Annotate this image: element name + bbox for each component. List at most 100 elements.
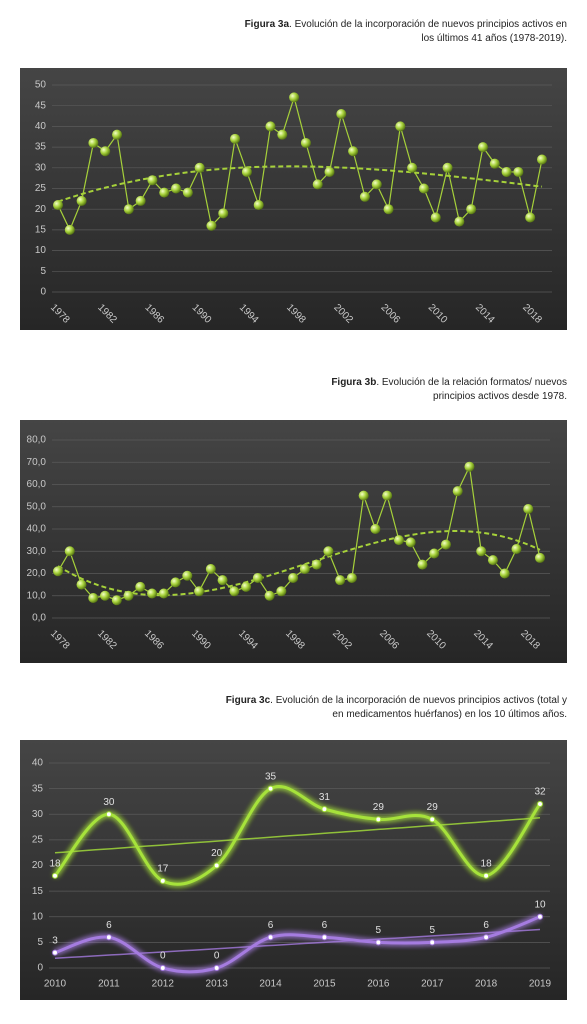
data-point bbox=[335, 575, 346, 586]
data-point bbox=[52, 872, 58, 879]
data-label: 31 bbox=[319, 792, 331, 803]
y-tick-label: 50 bbox=[35, 80, 47, 91]
data-point bbox=[359, 191, 370, 202]
data-label: 32 bbox=[534, 787, 546, 798]
data-point bbox=[288, 572, 299, 583]
data-point bbox=[64, 224, 75, 235]
data-point bbox=[429, 548, 440, 559]
data-point bbox=[393, 535, 404, 546]
data-point bbox=[213, 862, 220, 869]
data-point bbox=[417, 559, 428, 570]
y-tick-label: 15 bbox=[35, 225, 47, 236]
data-point bbox=[182, 187, 193, 198]
data-label: 5 bbox=[376, 925, 382, 936]
data-label: 35 bbox=[265, 771, 277, 782]
chart-background bbox=[20, 420, 567, 663]
data-point bbox=[407, 162, 418, 173]
x-tick-label: 2018 bbox=[475, 979, 498, 990]
data-point bbox=[476, 546, 487, 557]
data-point bbox=[483, 872, 490, 879]
data-point bbox=[112, 129, 123, 140]
data-point bbox=[267, 934, 274, 941]
data-point bbox=[159, 965, 166, 971]
y-tick-label: 15 bbox=[32, 886, 44, 897]
chart-background bbox=[20, 740, 567, 1000]
caption: Figura 3b. Evolución de la relación form… bbox=[317, 376, 567, 404]
y-tick-label: 35 bbox=[35, 142, 47, 153]
x-tick-label: 2013 bbox=[206, 979, 229, 990]
data-label: 5 bbox=[429, 925, 435, 936]
x-tick-label: 2011 bbox=[98, 979, 120, 990]
data-point bbox=[537, 154, 547, 165]
data-point bbox=[64, 546, 75, 557]
x-tick-label: 2010 bbox=[44, 979, 67, 990]
y-tick-label: 40,0 bbox=[27, 524, 47, 535]
y-tick-label: 20 bbox=[35, 204, 47, 215]
data-point bbox=[76, 195, 87, 206]
figure-label: Figura 3b bbox=[331, 377, 377, 388]
data-point bbox=[194, 586, 205, 597]
data-point bbox=[358, 490, 369, 501]
y-tick-label: 0,0 bbox=[32, 613, 46, 624]
data-point bbox=[217, 575, 228, 586]
x-tick-label: 2016 bbox=[367, 979, 390, 990]
data-point bbox=[194, 162, 205, 173]
data-point bbox=[525, 212, 536, 223]
y-tick-label: 20 bbox=[32, 860, 44, 871]
data-point bbox=[299, 564, 310, 575]
data-point bbox=[418, 183, 429, 194]
data-point bbox=[159, 187, 170, 198]
data-point bbox=[265, 121, 276, 132]
data-point bbox=[135, 581, 146, 592]
data-point bbox=[346, 572, 357, 583]
data-point bbox=[53, 566, 63, 577]
x-tick-label: 2015 bbox=[313, 979, 336, 990]
data-point bbox=[537, 913, 543, 920]
data-point bbox=[252, 572, 263, 583]
data-point bbox=[205, 564, 216, 575]
data-point bbox=[253, 200, 264, 211]
y-tick-label: 25 bbox=[32, 835, 44, 846]
data-point bbox=[395, 121, 406, 132]
data-label: 6 bbox=[322, 920, 328, 931]
data-point bbox=[88, 592, 99, 603]
data-point bbox=[213, 965, 220, 971]
chart-background bbox=[20, 68, 567, 330]
y-tick-label: 30 bbox=[35, 162, 47, 173]
data-point bbox=[336, 108, 347, 119]
data-point bbox=[489, 158, 500, 169]
data-label: 18 bbox=[49, 858, 61, 869]
data-point bbox=[88, 137, 99, 148]
data-point bbox=[218, 208, 229, 219]
data-point bbox=[499, 568, 510, 579]
caption: Figura 3a. Evolución de la incorporación… bbox=[237, 18, 567, 46]
data-point bbox=[535, 552, 545, 563]
y-tick-label: 70,0 bbox=[27, 457, 47, 468]
data-point bbox=[241, 581, 252, 592]
data-point bbox=[454, 216, 465, 227]
data-point bbox=[501, 166, 512, 177]
data-point bbox=[123, 204, 134, 215]
data-point bbox=[158, 588, 169, 599]
data-point bbox=[464, 461, 475, 472]
data-point bbox=[429, 816, 436, 823]
y-tick-label: 50,0 bbox=[27, 501, 47, 512]
data-label: 29 bbox=[427, 802, 439, 813]
data-point bbox=[383, 204, 394, 215]
data-point bbox=[264, 590, 275, 601]
data-point bbox=[171, 183, 182, 194]
data-label: 20 bbox=[211, 848, 223, 859]
data-point bbox=[100, 146, 111, 157]
data-point bbox=[348, 146, 359, 157]
data-point bbox=[53, 200, 63, 211]
caption-text: . Evolución de la relación formatos/ nue… bbox=[376, 377, 567, 402]
data-point bbox=[52, 949, 58, 956]
data-point bbox=[323, 546, 334, 557]
y-tick-label: 0 bbox=[40, 287, 46, 298]
data-point bbox=[321, 934, 328, 941]
data-label: 0 bbox=[160, 951, 166, 962]
data-point bbox=[477, 142, 488, 153]
trend-line bbox=[57, 530, 541, 597]
